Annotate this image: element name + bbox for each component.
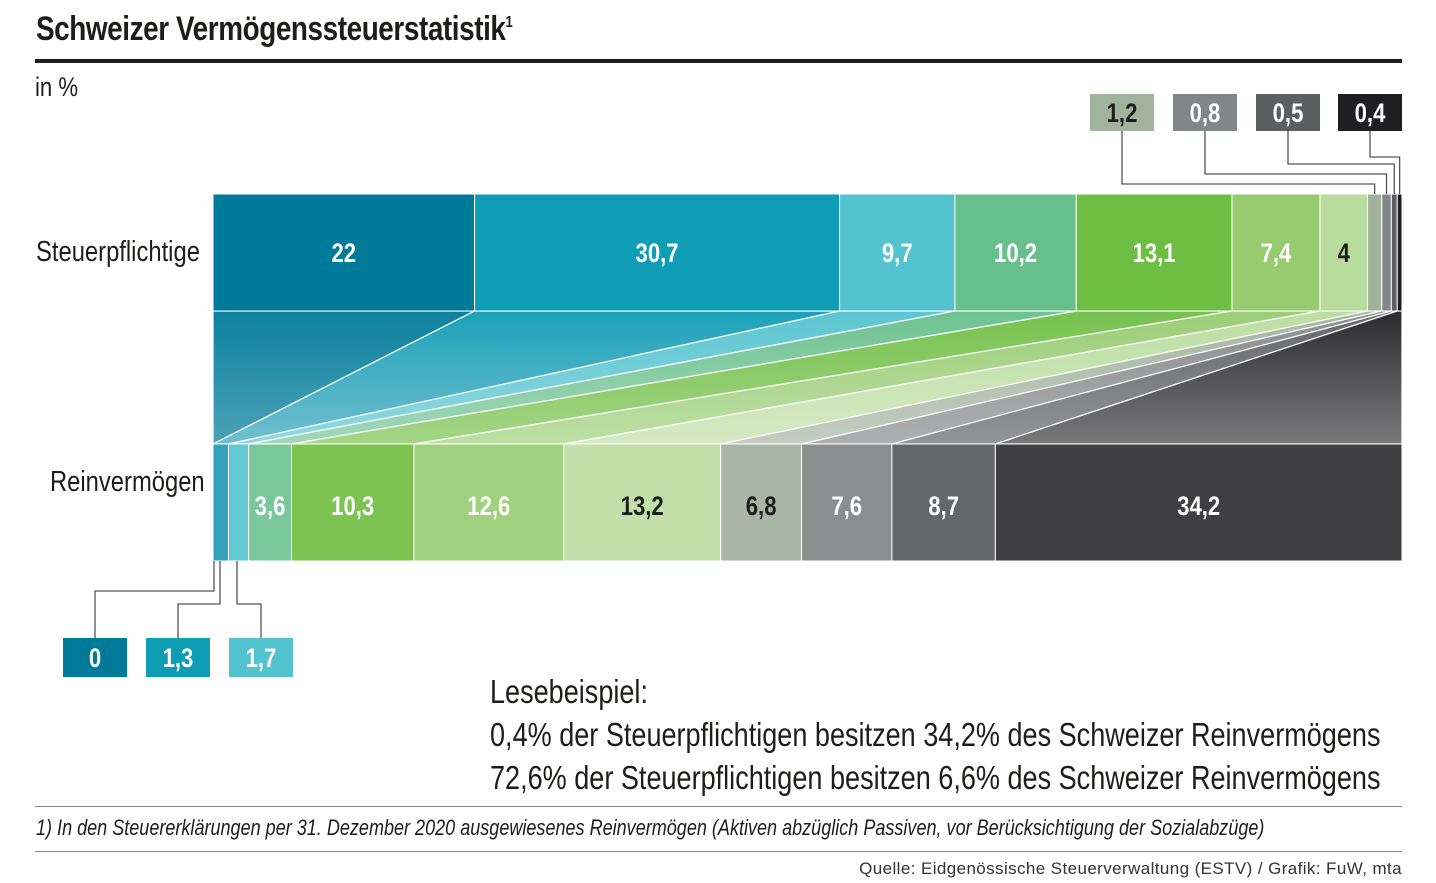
reading-line-2: 72,6% der Steuerpflichtigen besitzen 6,6… [490,759,1381,796]
bar-segment-reinvermoegen [227,443,250,562]
bar-segment-steuerpflichtige [474,193,841,312]
data-label-steuerpflichtige: 22 [331,239,356,269]
bars [212,193,1403,562]
data-label-steuerpflichtige: 13,1 [1133,239,1176,269]
callout-label-steuerpflichtige: 0,4 [1355,99,1386,129]
data-label-reinvermoegen: 12,6 [467,492,510,522]
bar-segment-reinvermoegen [413,443,565,562]
bar-segment-reinvermoegen [994,443,1403,562]
callout-label-steuerpflichtige: 1,2 [1107,99,1138,129]
callout-label-steuerpflichtige: 0,5 [1273,99,1304,129]
callout-box [1173,94,1237,131]
data-label-reinvermoegen: 10,3 [331,492,374,522]
bar-segment-steuerpflichtige [212,193,476,312]
callout-box [63,638,127,677]
callout-label-reinvermoegen: 1,3 [163,644,194,674]
leader-line [236,561,262,638]
source-note: Quelle: Eidgenössische Steuerverwaltung … [859,859,1402,878]
bar-segment-reinvermoegen [891,443,996,562]
callout-label-reinvermoegen: 1,7 [246,644,277,674]
bar-segment-steuerpflichtige [1396,193,1403,312]
footnote: 1) In den Steuererklärungen per 31. Deze… [36,815,1265,840]
bar-segment-steuerpflichtige [1231,193,1321,312]
row-label-steuerpflichtige: Steuerpflichtige [36,236,200,268]
data-label-steuerpflichtige: 9,7 [882,239,913,269]
ribbons [212,310,1403,445]
bar-segment-steuerpflichtige [1390,193,1398,312]
leader-lines [63,94,1402,677]
bar-segment-steuerpflichtige [954,193,1077,312]
data-label-reinvermoegen: 3,6 [255,492,286,522]
segment-labels: 22 30,7 9,7 10,2 3,6 13,1 10,3 7,4 12,6 4 13,2 6,8 7… [89,99,1386,674]
leader-line [1121,131,1376,194]
divider [35,806,1402,807]
leader-line [1204,131,1388,194]
bar-segment-steuerpflichtige [839,193,956,312]
reading-example: Lesebeispiel: 0,4% der Steuerpflichtigen… [490,670,1436,799]
callout-box [1256,94,1320,131]
data-label-steuerpflichtige: 7,4 [1261,239,1292,269]
callout-box [229,638,293,677]
unit-label: in % [35,72,79,102]
bar-segment-steuerpflichtige [1381,193,1392,312]
bar-segment-reinvermoegen [248,443,292,562]
bar-segment-reinvermoegen [563,443,722,562]
data-label-reinvermoegen: 7,6 [831,492,862,522]
leader-line [1369,131,1401,194]
bar-segment-reinvermoegen [212,443,229,562]
reading-heading: Lesebeispiel: [490,673,648,710]
callout-box [146,638,210,677]
data-label-steuerpflichtige: 4 [1338,239,1351,269]
callout-box [1090,94,1154,131]
bar-segment-steuerpflichtige [1367,193,1383,312]
row-label-reinvermoegen: Reinvermögen [50,466,205,498]
bar-segment-reinvermoegen [801,443,893,562]
title-rule [35,59,1402,63]
callout-label-steuerpflichtige: 0,8 [1190,99,1221,129]
bar-segment-steuerpflichtige [1075,193,1233,312]
reading-line-1: 0,4% der Steuerpflichtigen besitzen 34,2… [490,716,1381,753]
data-label-steuerpflichtige: 30,7 [636,239,679,269]
leader-line [1287,131,1395,194]
data-label-reinvermoegen: 13,2 [621,492,664,522]
bar-segment-reinvermoegen [720,443,803,562]
chart-title: Schweizer Vermögenssteuerstatistik1 [36,10,513,48]
data-label-reinvermoegen: 6,8 [746,492,777,522]
leader-line [94,561,215,638]
data-label-steuerpflichtige: 10,2 [994,239,1037,269]
leader-line [177,561,221,638]
callout-label-reinvermoegen: 0 [89,644,101,674]
divider [35,851,1402,852]
bar-segment-reinvermoegen [290,443,415,562]
data-label-reinvermoegen: 34,2 [1177,492,1220,522]
callout-box [1338,94,1402,131]
data-label-reinvermoegen: 8,7 [928,492,959,522]
